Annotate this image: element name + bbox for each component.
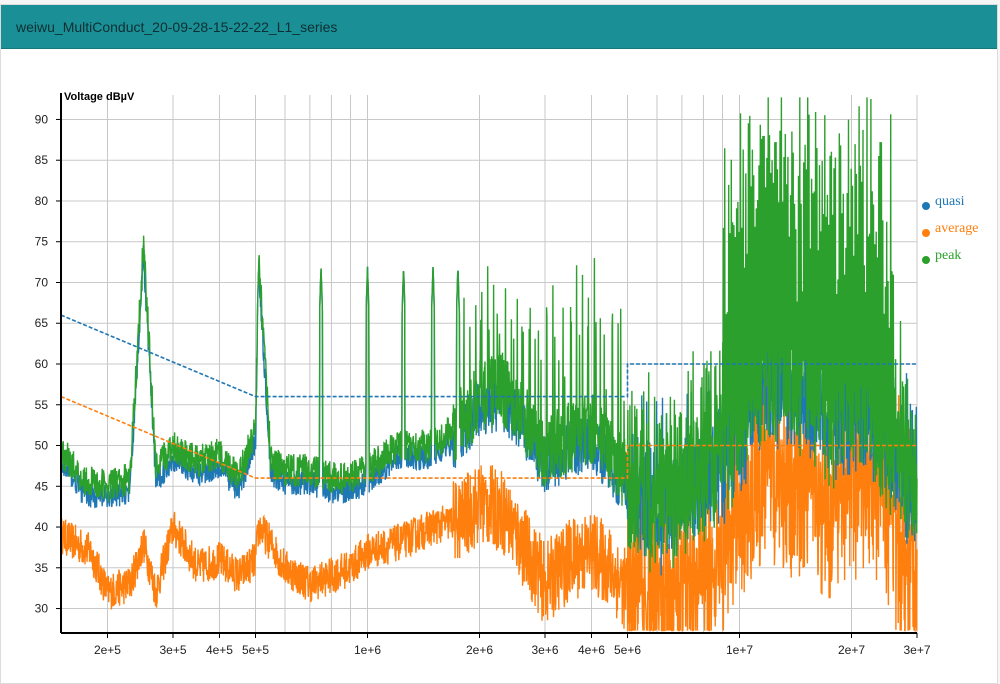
quasi-legend-marker: [922, 202, 930, 210]
y-tick-label: 85: [35, 153, 49, 167]
y-tick-label: 75: [35, 235, 49, 249]
peak-legend-label: peak: [935, 248, 961, 263]
y-tick-label: 45: [35, 479, 49, 493]
x-tick-label: 2e+6: [466, 643, 493, 657]
y-tick-label: 80: [35, 194, 49, 208]
peak-trace: [60, 97, 918, 573]
quasi-limit-line: [60, 314, 917, 398]
y-tick-label: 70: [35, 275, 49, 289]
average-trace: [60, 344, 918, 633]
quasi-legend-label: quasi: [935, 194, 965, 209]
y-tick-label: 55: [35, 398, 49, 412]
x-tick-label: 3e+7: [903, 643, 930, 657]
limit-lines: [60, 314, 917, 479]
y-axis-title: Voltage dBµV: [64, 91, 135, 103]
x-tick-label: 4e+5: [206, 643, 233, 657]
y-tick-label: 40: [35, 520, 49, 534]
x-tick-label: 5e+6: [614, 643, 641, 657]
y-axis-ticks: 30 35 40 45 50 55 60 65 70 75 80 85 90: [35, 112, 61, 616]
x-tick-label: 2e+5: [94, 643, 121, 657]
x-tick-label: 1e+7: [726, 643, 753, 657]
average-limit-line: [60, 395, 917, 479]
x-tick-label: 3e+6: [531, 643, 558, 657]
peak-legend-marker: [922, 256, 930, 264]
average-legend-marker: [922, 229, 930, 237]
axes: [60, 93, 917, 634]
y-tick-label: 65: [35, 316, 49, 330]
x-tick-label: 4e+6: [578, 643, 605, 657]
x-tick-label: 1e+6: [354, 643, 381, 657]
average-legend-label: average: [935, 221, 979, 236]
panel-header: weiwu_MultiConduct_20-09-28-15-22-22_L1_…: [1, 5, 997, 49]
y-tick-label: 35: [35, 561, 49, 575]
y-tick-label: 60: [35, 357, 49, 371]
y-tick-label: 30: [35, 602, 49, 616]
measurement-traces: [60, 97, 918, 633]
x-tick-label: 2e+7: [838, 643, 865, 657]
legend: quasi average peak: [922, 194, 979, 264]
x-axis-ticks: 2e+5 3e+5 4e+5 5e+5 1e+6 2e+6 3e+6 4e+6 5e+6 1e+7…: [94, 633, 931, 657]
x-tick-label: 5e+5: [242, 643, 269, 657]
y-tick-label: 50: [35, 439, 49, 453]
y-tick-label: 90: [35, 112, 49, 126]
panel-title: weiwu_MultiConduct_20-09-28-15-22-22_L1_…: [16, 18, 338, 35]
x-tick-label: 3e+5: [159, 643, 186, 657]
